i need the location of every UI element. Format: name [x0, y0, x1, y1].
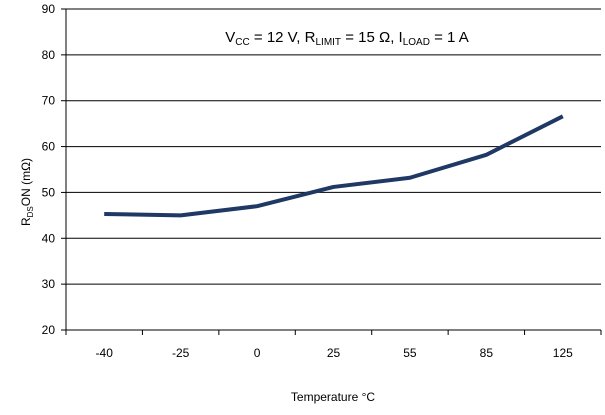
- y-tick-label: 80: [42, 48, 56, 62]
- y-tick-label: 60: [42, 140, 56, 154]
- x-tick-label: 25: [327, 346, 341, 360]
- gridlines: [66, 9, 601, 284]
- y-tick-label: 20: [42, 323, 56, 337]
- x-axis-label: Temperature °C: [291, 390, 375, 404]
- y-tick-label: 40: [42, 231, 56, 245]
- y-tick-labels: 20 30 40 50 60 70 80 90: [42, 2, 56, 337]
- y-tick-label: 90: [42, 2, 56, 16]
- y-tick-label: 50: [42, 185, 56, 199]
- x-tick-label: 55: [403, 346, 417, 360]
- y-tick-label: 30: [42, 277, 56, 291]
- x-tick-label: 125: [553, 346, 573, 360]
- x-tick-label: -25: [172, 346, 190, 360]
- axes: [61, 9, 601, 335]
- x-tick-label: 85: [480, 346, 494, 360]
- y-tick-label: 70: [42, 94, 56, 108]
- series-line-0: [104, 116, 563, 215]
- chart-title: VCC = 12 V, RLIMIT = 15 Ω, ILOAD = 1 A: [225, 29, 469, 48]
- series-layer: [104, 116, 563, 215]
- x-tick-label: 0: [254, 346, 261, 360]
- x-tick-label: -40: [96, 346, 114, 360]
- y-axis-label: RDSON (mΩ): [19, 158, 35, 226]
- x-tick-labels: -40 -25 0 25 55 85 125: [96, 346, 574, 360]
